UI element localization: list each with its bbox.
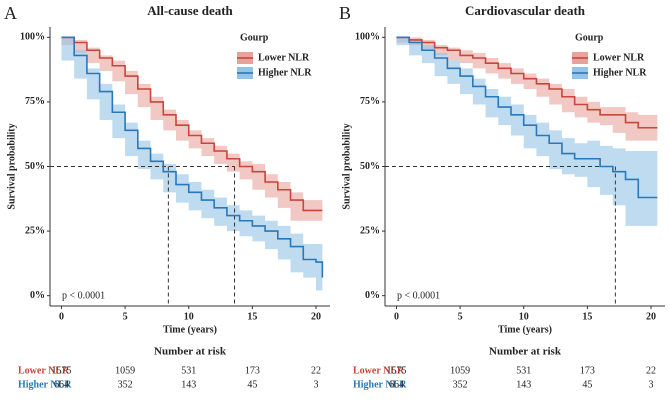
- x-tick-label: 5: [123, 311, 128, 322]
- risk-row-label: Lower NLR: [18, 365, 70, 376]
- risk-count: 531: [181, 365, 196, 376]
- risk-count: 1575: [386, 365, 406, 376]
- risk-title: Number at risk: [489, 346, 562, 358]
- survival-curve: [396, 36, 658, 199]
- x-tick-label: 10: [519, 311, 529, 322]
- y-axis-label: Survival probability: [6, 123, 17, 209]
- panel-label: B: [339, 3, 351, 23]
- risk-count: 531: [516, 365, 531, 376]
- x-tick-label: 15: [247, 311, 257, 322]
- legend-title: Gourp: [575, 32, 604, 43]
- y-tick-label: 50%: [25, 161, 45, 172]
- x-tick-label: 0: [394, 311, 399, 322]
- risk-count: 664: [389, 379, 404, 390]
- risk-count: 352: [118, 379, 133, 390]
- legend-label: Lower NLR: [593, 52, 645, 63]
- y-tick-label: 25%: [25, 225, 45, 236]
- risk-count: 3: [314, 379, 319, 390]
- y-tick-label: 100%: [20, 32, 45, 43]
- y-tick-label: 100%: [355, 32, 380, 43]
- survival-curve: [61, 36, 324, 278]
- p-value: p < 0.0001: [397, 290, 440, 301]
- x-axis-label: Time (years): [163, 324, 217, 335]
- risk-row-label: Higher NLR: [18, 379, 72, 390]
- confidence-band: [396, 37, 658, 226]
- chart-title: All-cause death: [147, 3, 233, 18]
- confidence-band: [396, 37, 658, 141]
- risk-row-label: Higher NLR: [353, 379, 407, 390]
- risk-title: Number at risk: [154, 346, 227, 358]
- legend-label: Higher NLR: [258, 67, 312, 78]
- survival-curve: [396, 36, 658, 129]
- risk-count: 3: [649, 379, 654, 390]
- legend-title: Gourp: [240, 32, 269, 43]
- p-value: p < 0.0001: [62, 290, 105, 301]
- risk-count: 664: [54, 379, 69, 390]
- x-tick-label: 20: [646, 311, 656, 322]
- risk-count: 1059: [115, 365, 135, 376]
- risk-count: 45: [247, 379, 257, 390]
- x-tick-label: 5: [458, 311, 463, 322]
- panel-label: A: [4, 3, 17, 23]
- x-tick-label: 0: [59, 311, 64, 322]
- survival-curve: [61, 36, 323, 212]
- y-axis-label: Survival probability: [341, 123, 352, 209]
- risk-count: 352: [453, 379, 468, 390]
- y-tick-label: 0%: [30, 290, 45, 301]
- x-tick-label: 15: [582, 311, 592, 322]
- risk-count: 45: [582, 379, 592, 390]
- risk-count: 1059: [450, 365, 470, 376]
- confidence-band: [61, 37, 323, 291]
- x-axis-label: Time (years): [498, 324, 552, 335]
- y-tick-label: 0%: [365, 290, 380, 301]
- legend-label: Lower NLR: [258, 52, 310, 63]
- legend-label: Higher NLR: [593, 67, 647, 78]
- risk-count: 22: [311, 365, 321, 376]
- y-tick-label: 75%: [360, 96, 380, 107]
- risk-row-label: Lower NLR: [353, 365, 405, 376]
- y-tick-label: 75%: [25, 96, 45, 107]
- x-tick-label: 10: [184, 311, 194, 322]
- risk-count: 143: [516, 379, 531, 390]
- confidence-band: [61, 37, 323, 221]
- y-tick-label: 50%: [360, 161, 380, 172]
- risk-count: 22: [646, 365, 656, 376]
- risk-count: 1575: [51, 365, 71, 376]
- chart-title: Cardiovascular death: [465, 3, 586, 18]
- risk-count: 143: [181, 379, 196, 390]
- y-tick-label: 25%: [360, 225, 380, 236]
- x-tick-label: 20: [311, 311, 321, 322]
- risk-count: 173: [580, 365, 595, 376]
- risk-count: 173: [245, 365, 260, 376]
